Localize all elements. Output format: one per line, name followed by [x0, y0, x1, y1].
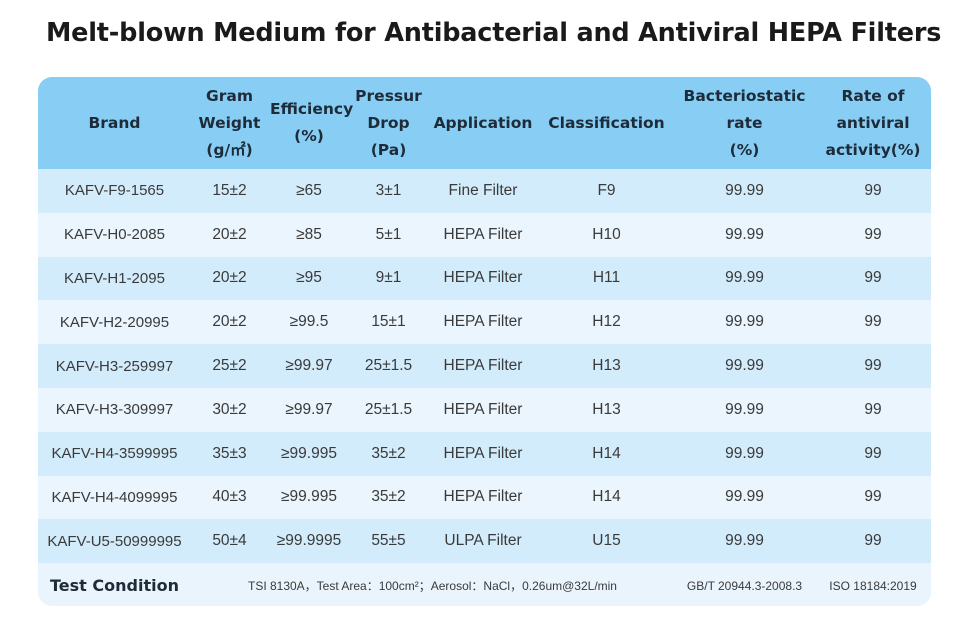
cell-pressure-drop: 9±1	[375, 269, 402, 287]
cell-bacteriostatic-rate: 99.99	[725, 532, 764, 550]
cell-antiviral-rate: 99	[864, 269, 882, 287]
cell-bacteriostatic-rate: 99.99	[725, 269, 764, 287]
cell-gram-weight: 35±3	[212, 444, 247, 462]
cell-brand: KAFV-U5-50999995	[47, 532, 182, 550]
table-row: KAFV-H2-20995 20±2 ≥99.5 15±1 HEPA Filter H12…	[38, 300, 931, 345]
cell-pressure-drop: 25±1.5	[364, 400, 413, 418]
cell-gram-weight: 30±2	[212, 400, 247, 418]
spec-table: Brand Gram Weight (g/㎡) Efficiency (%) P…	[38, 77, 931, 606]
cell-classification: H13	[592, 357, 621, 375]
cell-brand: KAFV-H4-4099995	[51, 488, 178, 506]
table-row: KAFV-H3-259997 25±2 ≥99.97 25±1.5 HEPA Filte…	[38, 344, 931, 388]
cell-pressure-drop: 15±1	[371, 313, 406, 331]
cell-bacteriostatic-rate: 99.99	[725, 313, 764, 331]
header-efficiency: Efficiency (%)	[270, 100, 354, 145]
cell-brand: KAFV-H2-20995	[59, 313, 170, 331]
cell-bacteriostatic-rate: 99.99	[725, 444, 764, 462]
cell-application: ULPA Filter	[444, 532, 522, 550]
cell-bacteriostatic-rate: 99.99	[725, 225, 764, 243]
table-header-row: Brand Gram Weight (g/㎡) Efficiency (%) P…	[38, 77, 931, 169]
test-condition-row: Test Condition TSI 8130A，Test Area：100cm…	[38, 563, 931, 606]
cell-efficiency: ≥95	[296, 269, 322, 287]
table-row: KAFV-H1-2095 20±2 ≥95 9±1 HEPA Filter H11 99.9…	[38, 256, 931, 301]
cell-gram-weight: 20±2	[212, 269, 247, 287]
cell-efficiency: ≥99.5	[289, 313, 329, 331]
cell-bacteriostatic-rate: 99.99	[725, 400, 764, 418]
cell-classification: H13	[592, 400, 621, 418]
table-row: KAFV-H0-2085 20±2 ≥85 5±1 HEPA Filter H10 99.9…	[38, 212, 931, 257]
cell-classification: H12	[592, 313, 621, 331]
cell-pressure-drop: 55±5	[371, 532, 406, 550]
test-condition-label: Test Condition	[50, 576, 179, 596]
cell-antiviral-rate: 99	[864, 357, 882, 375]
cell-classification: U15	[592, 532, 621, 550]
cell-bacteriostatic-rate: 99.99	[725, 357, 764, 375]
table-body: KAFV-F9-1565 15±2 ≥65 3±1 Fine Filter F9 99.99…	[38, 169, 931, 606]
header-pressure-drop: Pressur Drop (Pa)	[355, 86, 422, 159]
cell-classification: H14	[592, 444, 621, 462]
header-gram-weight: Gram Weight (g/㎡)	[198, 86, 261, 159]
cell-pressure-drop: 25±1.5	[364, 357, 413, 375]
cell-antiviral-rate: 99	[864, 488, 882, 506]
cell-brand: KAFV-H3-309997	[55, 401, 174, 419]
cell-pressure-drop: 35±2	[371, 444, 406, 462]
cell-application: Fine Filter	[448, 181, 518, 199]
cell-application: HEPA Filter	[443, 444, 523, 462]
page-title: Melt-blown Medium for Antibacterial and …	[46, 18, 942, 48]
spec-table-container: Brand Gram Weight (g/㎡) Efficiency (%) P…	[38, 77, 931, 606]
cell-efficiency: ≥99.995	[281, 488, 337, 506]
cell-antiviral-rate: 99	[864, 313, 882, 331]
cell-gram-weight: 15±2	[212, 181, 247, 199]
table-row: KAFV-H4-4099995 40±3 ≥99.995 35±2 HEPA Filte…	[38, 475, 931, 520]
cell-antiviral-rate: 99	[864, 225, 882, 243]
table-row: KAFV-H3-309997 30±2 ≥99.97 25±1.5 HEPA Filte…	[38, 387, 931, 432]
cell-application: HEPA Filter	[443, 400, 523, 418]
cell-efficiency: ≥99.97	[285, 357, 333, 375]
cell-bacteriostatic-rate: 99.99	[725, 488, 764, 506]
cell-brand: KAFV-F9-1565	[64, 182, 165, 200]
cell-efficiency: ≥99.995	[281, 444, 337, 462]
cell-pressure-drop: 5±1	[375, 225, 402, 243]
cell-classification: H11	[592, 269, 621, 287]
cell-application: HEPA Filter	[443, 225, 523, 243]
cell-application: HEPA Filter	[443, 357, 523, 375]
header-brand: Brand	[88, 113, 141, 132]
table-row: KAFV-F9-1565 15±2 ≥65 3±1 Fine Filter F9 99.99…	[38, 169, 931, 213]
cell-pressure-drop: 35±2	[371, 488, 406, 506]
cell-gram-weight: 50±4	[212, 532, 247, 550]
antiviral-standard: ISO 18184:2019	[829, 578, 917, 593]
bacteriostatic-standard: GB/T 20944.3-2008.3	[686, 578, 803, 593]
cell-efficiency: ≥65	[296, 181, 322, 199]
cell-application: HEPA Filter	[443, 488, 523, 506]
cell-gram-weight: 20±2	[212, 225, 247, 243]
cell-brand: KAFV-H0-2085	[64, 226, 165, 244]
cell-efficiency: ≥99.9995	[276, 532, 342, 550]
header-bacteriostatic-rate: Bacteriostatic rate (%)	[683, 86, 806, 159]
cell-classification: F9	[597, 181, 616, 199]
cell-efficiency: ≥85	[296, 225, 322, 243]
cell-brand: KAFV-H4-3599995	[51, 445, 178, 463]
cell-application: HEPA Filter	[443, 269, 523, 287]
cell-gram-weight: 40±3	[212, 488, 247, 506]
table-row: KAFV-H4-3599995 35±3 ≥99.995 35±2 HEPA Filte…	[38, 431, 931, 476]
cell-brand: KAFV-H3-259997	[55, 357, 174, 375]
cell-brand: KAFV-H1-2095	[64, 269, 165, 287]
cell-bacteriostatic-rate: 99.99	[725, 181, 764, 199]
header-classification: Classification	[548, 113, 665, 132]
cell-antiviral-rate: 99	[864, 400, 882, 418]
cell-pressure-drop: 3±1	[375, 181, 402, 199]
cell-classification: H14	[592, 488, 621, 506]
cell-antiviral-rate: 99	[864, 181, 882, 199]
test-condition-text: TSI 8130A，Test Area：100cm²；Aerosol：NaCl，…	[247, 579, 617, 594]
cell-classification: H10	[592, 225, 621, 243]
cell-gram-weight: 25±2	[212, 357, 247, 375]
table-row: KAFV-U5-50999995 50±4 ≥99.9995 55±5 ULPA Fil…	[38, 519, 931, 564]
cell-gram-weight: 20±2	[212, 313, 247, 331]
cell-antiviral-rate: 99	[864, 444, 882, 462]
cell-efficiency: ≥99.97	[285, 400, 333, 418]
cell-application: HEPA Filter	[443, 313, 523, 331]
cell-antiviral-rate: 99	[864, 532, 882, 550]
header-antiviral-rate: Rate of antiviral activity(%)	[825, 86, 921, 159]
header-application: Application	[433, 113, 533, 132]
